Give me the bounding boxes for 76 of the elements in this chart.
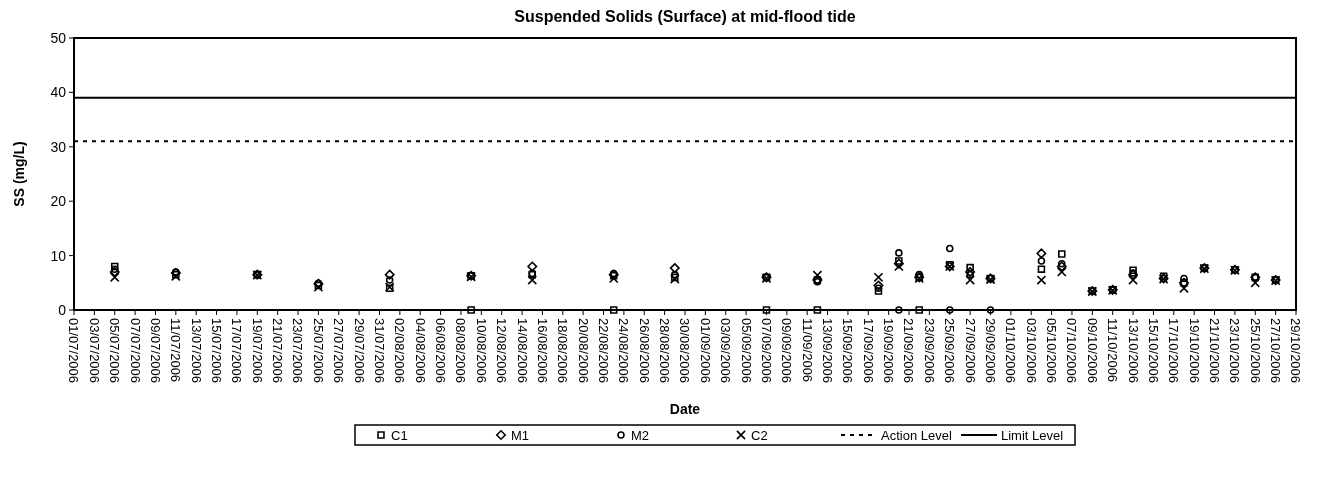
x-tick-label: 23/10/2006 [1227,318,1243,384]
x-tick-label: 21/07/2006 [270,318,286,384]
x-tick-label: 23/07/2006 [290,318,306,384]
x-tick-label: 05/09/2006 [738,318,754,384]
x-tick-label: 07/07/2006 [127,318,143,384]
x-tick-label: 05/07/2006 [107,318,123,384]
x-tick-label: 03/07/2006 [86,318,102,384]
y-tick-label: 20 [50,193,67,210]
x-tick-label: 17/09/2006 [860,318,876,384]
x-tick-label: 19/07/2006 [249,318,265,384]
legend-label: C2 [751,427,768,443]
x-tick-label: 16/08/2006 [534,318,550,384]
x-tick-label: 19/09/2006 [881,318,897,384]
x-tick-label: 28/08/2006 [657,318,673,384]
x-tick-label: 27/07/2006 [331,318,347,384]
x-tick-label: 17/07/2006 [229,318,245,384]
x-tick-label: 08/08/2006 [453,318,469,384]
x-tick-label: 13/07/2006 [188,318,204,384]
x-tick-label: 15/10/2006 [1145,318,1161,384]
x-tick-label: 23/09/2006 [921,318,937,384]
y-tick-label: 50 [50,29,67,46]
x-tick-label: 30/08/2006 [677,318,693,384]
x-tick-label: 29/10/2006 [1288,318,1304,384]
x-tick-label: 12/08/2006 [494,318,510,384]
legend-label: M1 [511,427,530,443]
y-tick-label: 10 [50,247,67,264]
x-tick-label: 14/08/2006 [514,318,530,384]
x-tick-label: 18/08/2006 [555,318,571,384]
chart-title: Suspended Solids (Surface) at mid-flood tide [514,8,856,25]
x-tick-label: 27/10/2006 [1268,318,1284,384]
y-tick-label: 40 [50,84,67,101]
x-tick-label: 11/10/2006 [1105,318,1121,383]
x-tick-label: 21/09/2006 [901,318,917,384]
x-tick-label: 24/08/2006 [616,318,632,384]
x-tick-label: 17/10/2006 [1166,318,1182,384]
legend-label: Limit Level [1001,427,1064,443]
x-tick-label: 05/10/2006 [1044,318,1060,384]
x-tick-label: 09/07/2006 [147,318,163,384]
legend-label: Action Level [881,427,952,443]
x-tick-label: 11/07/2006 [168,318,184,383]
legend-label: M2 [631,427,650,443]
x-tick-label: 03/09/2006 [718,318,734,384]
x-tick-label: 09/10/2006 [1084,318,1100,384]
x-tick-label: 06/08/2006 [433,318,449,384]
x-tick-label: 15/09/2006 [840,318,856,384]
x-tick-label: 11/09/2006 [799,318,815,383]
x-tick-label: 20/08/2006 [575,318,591,384]
x-tick-label: 01/10/2006 [1003,318,1019,384]
x-tick-label: 15/07/2006 [209,318,225,384]
x-tick-label: 02/08/2006 [392,318,408,384]
x-tick-label: 07/09/2006 [758,318,774,384]
x-tick-label: 09/09/2006 [779,318,795,384]
x-tick-label: 22/08/2006 [595,318,611,384]
x-tick-label: 25/07/2006 [310,318,326,384]
x-tick-label: 21/10/2006 [1206,318,1222,384]
x-tick-label: 19/10/2006 [1186,318,1202,384]
x-tick-label: 10/08/2006 [473,318,489,384]
x-tick-label: 25/10/2006 [1247,318,1263,384]
x-tick-label: 31/07/2006 [371,318,387,384]
x-tick-label: 25/09/2006 [942,318,958,384]
x-tick-label: 13/09/2006 [820,318,836,384]
x-axis-title: Date [669,401,701,417]
x-tick-label: 03/10/2006 [1023,318,1039,384]
y-tick-label: 30 [50,138,67,155]
x-tick-label: 29/07/2006 [351,318,367,384]
x-tick-label: 13/10/2006 [1125,318,1141,384]
x-tick-label: 27/09/2006 [962,318,978,384]
x-tick-label: 07/10/2006 [1064,318,1080,384]
x-tick-label: 26/08/2006 [636,318,652,384]
y-axis-title: SS (mg/L) [11,141,27,207]
x-tick-label: 04/08/2006 [412,318,428,384]
y-tick-label: 0 [58,301,67,318]
x-tick-label: 29/09/2006 [982,318,998,384]
legend-label: C1 [391,427,408,443]
x-tick-label: 01/09/2006 [697,318,713,384]
x-tick-label: 01/07/2006 [66,318,82,384]
